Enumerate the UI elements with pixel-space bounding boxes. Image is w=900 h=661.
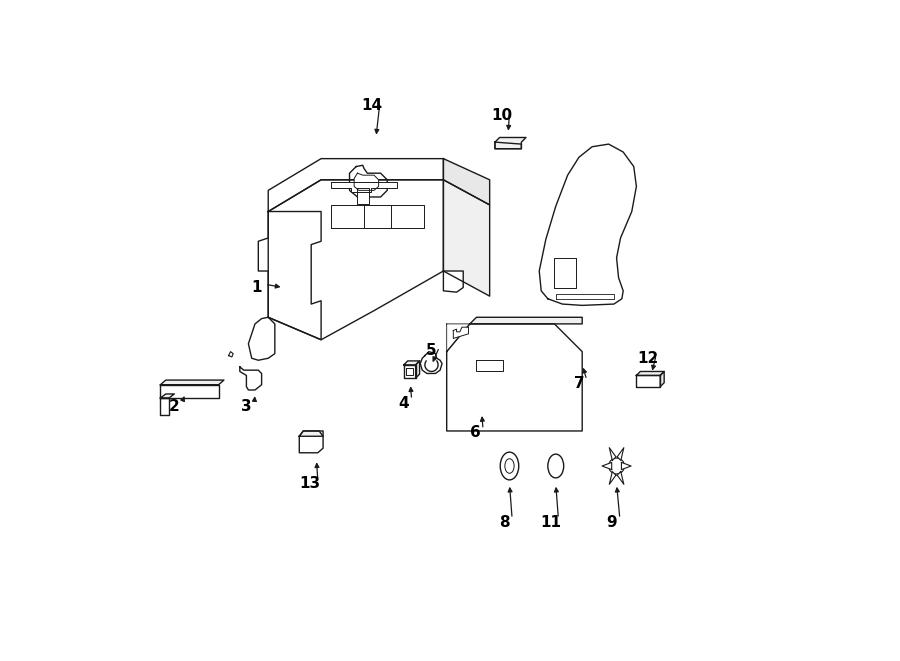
Polygon shape: [454, 327, 469, 338]
Text: 6: 6: [470, 426, 481, 440]
Polygon shape: [416, 361, 419, 378]
Polygon shape: [258, 212, 321, 340]
Circle shape: [608, 458, 625, 474]
Polygon shape: [268, 180, 444, 340]
Polygon shape: [248, 317, 274, 360]
Polygon shape: [444, 180, 490, 296]
Polygon shape: [476, 360, 503, 371]
Circle shape: [583, 253, 608, 276]
Text: 1: 1: [252, 280, 262, 295]
Polygon shape: [268, 159, 444, 212]
Text: 10: 10: [491, 108, 512, 123]
Text: 3: 3: [241, 399, 252, 414]
Polygon shape: [300, 431, 323, 436]
Ellipse shape: [548, 454, 563, 478]
Polygon shape: [661, 371, 664, 387]
Text: 11: 11: [540, 515, 561, 529]
Polygon shape: [617, 471, 624, 485]
Ellipse shape: [500, 452, 518, 480]
Text: 5: 5: [427, 343, 436, 358]
Polygon shape: [495, 142, 521, 149]
Polygon shape: [609, 471, 616, 485]
Circle shape: [515, 371, 554, 411]
Polygon shape: [444, 159, 490, 205]
Polygon shape: [446, 324, 470, 352]
Polygon shape: [420, 352, 442, 373]
Text: 12: 12: [638, 351, 659, 366]
Ellipse shape: [505, 459, 514, 473]
Polygon shape: [357, 188, 369, 204]
Text: 9: 9: [607, 515, 617, 529]
Polygon shape: [160, 380, 224, 385]
Polygon shape: [349, 165, 387, 197]
Polygon shape: [617, 447, 624, 461]
Text: 2: 2: [168, 399, 179, 414]
Polygon shape: [621, 463, 631, 469]
Text: 8: 8: [499, 515, 509, 529]
Polygon shape: [636, 375, 661, 387]
Polygon shape: [160, 394, 175, 398]
Text: 7: 7: [573, 376, 584, 391]
Polygon shape: [404, 365, 416, 378]
Polygon shape: [495, 137, 526, 149]
Text: 13: 13: [300, 477, 320, 491]
Polygon shape: [539, 144, 636, 305]
Polygon shape: [331, 205, 424, 228]
Polygon shape: [160, 398, 169, 415]
Polygon shape: [355, 173, 379, 190]
Polygon shape: [602, 463, 612, 469]
Polygon shape: [554, 258, 576, 288]
Polygon shape: [446, 324, 582, 431]
Text: 4: 4: [399, 396, 409, 410]
Polygon shape: [229, 352, 233, 357]
Polygon shape: [331, 182, 397, 192]
Polygon shape: [470, 317, 582, 324]
Polygon shape: [239, 367, 262, 390]
Polygon shape: [404, 361, 419, 365]
Polygon shape: [444, 271, 464, 292]
Polygon shape: [160, 385, 219, 398]
Polygon shape: [556, 294, 614, 299]
Polygon shape: [636, 371, 664, 375]
Polygon shape: [300, 431, 323, 453]
Text: 14: 14: [362, 98, 382, 113]
Polygon shape: [609, 447, 616, 461]
